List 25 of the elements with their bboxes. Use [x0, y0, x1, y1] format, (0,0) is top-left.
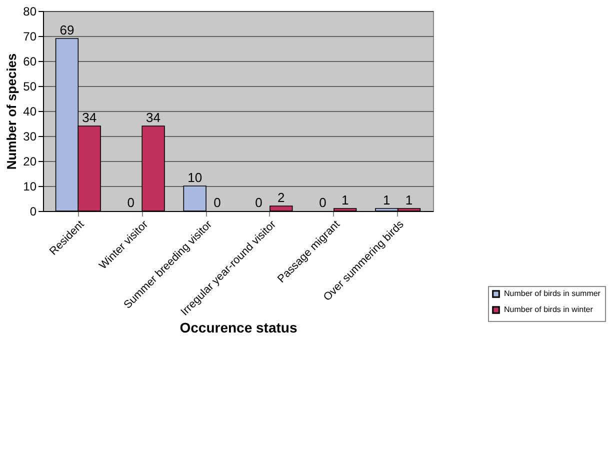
y-tick-label: 10	[23, 180, 37, 194]
legend-label: Number of birds in summer	[504, 289, 601, 298]
y-tick-label: 40	[23, 104, 37, 118]
data-label: 34	[82, 110, 97, 125]
data-label: 0	[127, 195, 135, 210]
y-tick-label: 80	[23, 4, 37, 18]
data-label: 1	[383, 192, 390, 208]
data-label: 0	[255, 195, 262, 210]
data-label: 0	[319, 195, 326, 210]
data-label: 34	[146, 110, 161, 125]
y-tick-label: 60	[23, 54, 37, 68]
data-label: 69	[60, 22, 74, 38]
data-label: 1	[341, 192, 349, 208]
y-tick-label: 20	[23, 154, 37, 168]
legend-label: Number of birds in winter	[504, 305, 594, 314]
y-tick-label: 0	[30, 204, 37, 218]
y-tick-label: 70	[23, 30, 37, 44]
y-axis-title: Number of species	[4, 53, 20, 170]
data-label: 0	[214, 195, 221, 210]
data-label: 2	[278, 190, 285, 205]
x-axis-title: Occurence status	[180, 319, 298, 336]
data-label: 10	[188, 170, 202, 185]
y-tick-label: 30	[23, 130, 37, 144]
y-tick-label: 50	[23, 80, 37, 94]
data-label: 1	[405, 192, 413, 208]
